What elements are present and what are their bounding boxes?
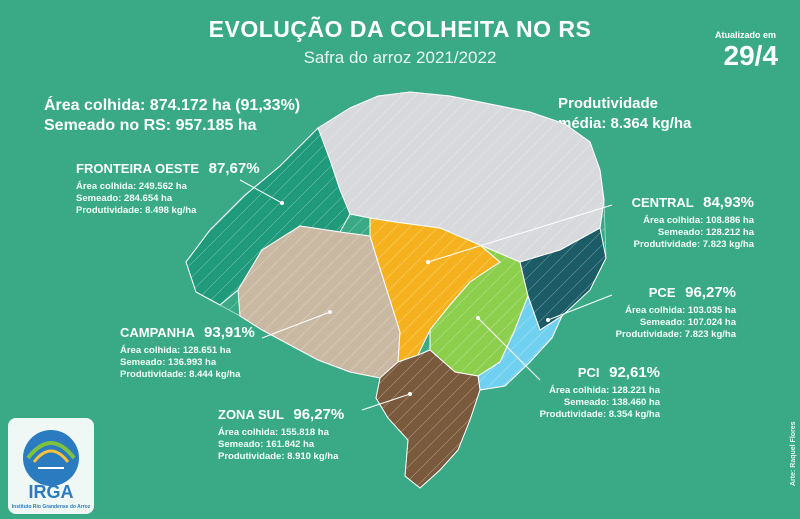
region-produtividade: Produtividade: 8.444 kg/ha [120,369,241,380]
art-credit: Arte: Raquel Flores [790,421,797,486]
region-card-campanha: CAMPANHA 93,91% Área colhida: 128.651 ha… [120,324,255,381]
region-semeado: Semeado: 284.654 ha [76,193,173,204]
region-semeado: Semeado: 136.993 ha [120,357,217,368]
region-area: Área colhida: 108.886 ha [643,215,754,226]
region-name: PCE [648,285,676,300]
region-semeado: Semeado: 107.024 ha [639,317,736,328]
region-produtividade: Produtividade: 8.498 kg/ha [76,205,197,216]
summary-area-colhida: Área colhida: 874.172 ha (91,33%) [44,97,301,114]
region-percent: 93,91% [204,324,255,341]
region-produtividade: Produtividade: 7.823 kg/ha [615,329,736,340]
region-semeado: Semeado: 128.212 ha [657,227,754,238]
region-heading: CENTRAL 84,93% [604,194,754,211]
region-area: Área colhida: 249.562 ha [76,181,187,192]
state-summary: Área colhida: 874.172 ha (91,33%) Semead… [44,96,300,136]
region-produtividade: Produtividade: 8.910 kg/ha [218,451,339,462]
region-card-pci: PCI 92,61% Área colhida: 128.221 ha Seme… [520,364,660,421]
region-area: Área colhida: 155.818 ha [218,427,329,438]
logo-name: IRGA [28,482,74,502]
region-card-fronteira-oeste: FRONTEIRA OESTE 87,67% Área colhida: 249… [76,160,260,217]
region-name: ZONA SUL [218,407,284,422]
region-heading: FRONTEIRA OESTE 87,67% [76,160,260,177]
region-heading: PCI 92,61% [520,364,660,381]
region-percent: 96,27% [685,284,736,301]
irga-logo-icon [8,418,94,514]
page-title: EVOLUÇÃO DA COLHEITA NO RS [208,16,592,42]
region-percent: 96,27% [293,406,345,423]
region-area: Área colhida: 128.221 ha [549,385,660,396]
productivity-value: média: 8.364 kg/ha [558,115,692,132]
region-card-pce: PCE 96,27% Área colhida: 103.035 ha Seme… [584,284,736,341]
region-area: Área colhida: 128.651 ha [120,345,231,356]
updated-date: 29/4 [723,40,779,71]
region-name: CENTRAL [631,195,694,210]
leader-lines [239,179,613,411]
region-heading: CAMPANHA 93,91% [120,324,255,341]
average-productivity: Produtividade média: 8.364 kg/ha [558,94,691,134]
productivity-label: Produtividade [558,95,659,112]
region-percent: 87,67% [208,160,260,177]
region-card-zona-sul: ZONA SUL 96,27% Área colhida: 155.818 ha… [218,406,344,463]
irga-logo: IRGA Instituto Rio Grandense do Arroz [8,418,94,514]
updated-label: Atualizado em [714,30,776,40]
region-card-central: CENTRAL 84,93% Área colhida: 108.886 ha … [604,194,754,251]
region-semeado: Semeado: 138.460 ha [563,397,660,408]
page-subtitle: Safra do arroz 2021/2022 [303,48,497,67]
summary-semeado: Semeado no RS: 957.185 ha [44,117,257,134]
region-name: FRONTEIRA OESTE [76,161,200,176]
leader-dots [280,201,550,396]
region-name: CAMPANHA [120,325,195,340]
region-percent: 92,61% [609,364,660,381]
region-heading: ZONA SUL 96,27% [218,406,344,423]
region-produtividade: Produtividade: 8.354 kg/ha [539,409,660,420]
region-heading: PCE 96,27% [584,284,736,301]
logo-subtitle: Instituto Rio Grandense do Arroz [11,504,91,510]
region-produtividade: Produtividade: 7.823 kg/ha [633,239,754,250]
region-semeado: Semeado: 161.842 ha [218,439,315,450]
map-outline [185,91,607,489]
region-percent: 84,93% [703,194,754,211]
region-area: Área colhida: 103.035 ha [625,305,736,316]
region-name: PCI [577,365,600,380]
